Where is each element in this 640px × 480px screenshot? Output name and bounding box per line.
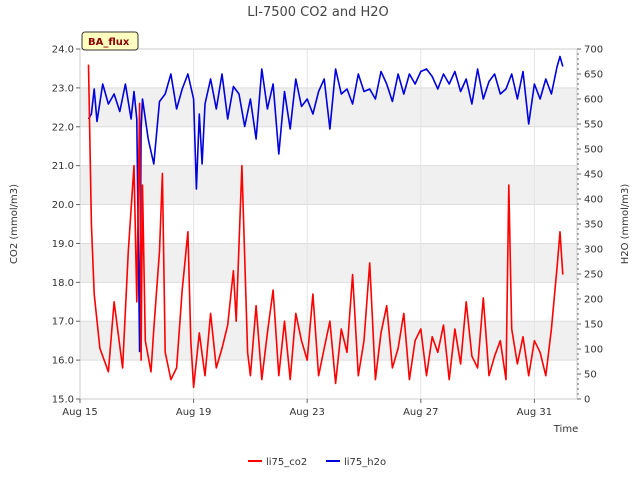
y-right-tick-label: 650	[584, 70, 603, 81]
y-right-tick-label: 50	[584, 370, 597, 381]
y-right-tick-label: 550	[584, 120, 603, 131]
chart-title: LI-7500 CO2 and H2O	[247, 5, 389, 20]
x-tick-label: Aug 15	[62, 407, 97, 418]
y-right-tick-label: 350	[584, 220, 603, 231]
y-left-tick-label: 20.0	[52, 200, 74, 211]
grid-band	[80, 243, 577, 283]
y-left-tick-label: 16.0	[52, 356, 74, 367]
y-right-tick-label: 700	[584, 45, 603, 56]
x-tick-label: Aug 19	[176, 407, 211, 418]
y-left-tick-label: 15.0	[52, 395, 74, 406]
grid-band	[80, 165, 577, 205]
axis-ticks: 15.0 16.0 17.0 18.0 19.0 20.0 21.0 22.0 23.0 24.0…	[52, 45, 603, 419]
x-tick-label: Aug 27	[403, 407, 438, 418]
legend-label-h2o: li75_h2o	[344, 457, 386, 468]
y-left-tick-label: 24.0	[52, 45, 74, 56]
y-left-tick-label: 18.0	[52, 278, 74, 289]
y-left-tick-label: 23.0	[52, 83, 74, 94]
badge-box	[81, 31, 139, 51]
x-tick-label: Aug 23	[289, 407, 324, 418]
y-right-tick-label: 500	[584, 145, 603, 156]
series-line-li75_co2	[87, 64, 564, 389]
y-right-tick-label: 600	[584, 95, 603, 106]
y-right-tick-label: 300	[584, 245, 603, 256]
y-right-tick-label: 100	[584, 345, 603, 356]
y-right-tick-label: 400	[584, 195, 603, 206]
series-layer	[87, 55, 564, 389]
legend-label-co2: li75_co2	[266, 457, 307, 468]
y-left-tick-label: 22.0	[52, 122, 74, 133]
y-right-tick-label: 450	[584, 170, 603, 181]
y-right-axis-label: H2O (mmol/m3)	[620, 184, 631, 265]
y-left-tick-label: 19.0	[52, 239, 74, 250]
y-left-tick-label: 21.0	[52, 161, 74, 172]
x-axis-label: Time	[553, 424, 578, 435]
badge-label: BA_flux	[88, 37, 130, 48]
y-left-tick-label: 17.0	[52, 317, 74, 328]
y-left-axis-label: CO2 (mmol/m3)	[9, 184, 20, 264]
series-line-li75_h2o	[87, 55, 564, 353]
y-right-tick-label: 250	[584, 270, 603, 281]
y-right-tick-label: 0	[584, 395, 590, 406]
badge: BA_flux	[81, 31, 139, 51]
x-tick-label: Aug 31	[517, 407, 552, 418]
y-right-tick-label: 200	[584, 295, 603, 306]
y-right-tick-label: 150	[584, 320, 603, 331]
legend: li75_co2 li75_h2o	[248, 457, 386, 468]
